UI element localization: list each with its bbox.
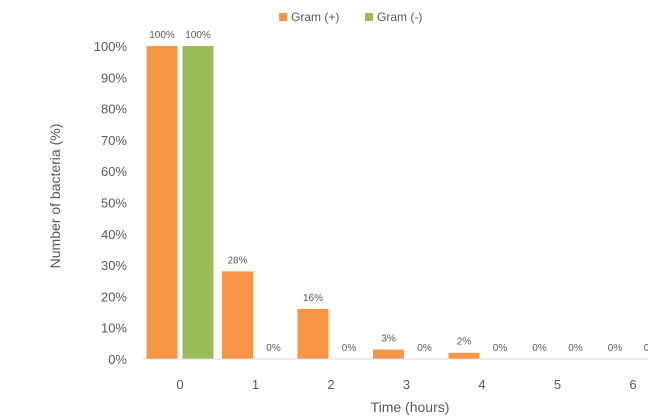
x-tick-label: 1 [252,377,259,392]
data-label-gram-negative: 0% [568,343,583,354]
x-tick-label: 0 [176,377,183,392]
x-tick-label: 2 [327,377,334,392]
data-label-gram-negative: 0% [266,343,281,354]
data-label-gram-positive: 16% [303,293,323,304]
data-label-gram-positive: 28% [227,255,247,266]
bar-gram-positive [373,349,404,359]
data-label-gram-negative: 0% [493,343,508,354]
x-tick-label: 5 [554,377,561,392]
data-label-gram-negative: 0% [342,343,357,354]
x-axis: 0 1 2 3 4 5 6 [176,377,636,392]
y-tick-label: 0% [108,352,127,367]
data-label-gram-negative: 100% [185,30,211,41]
legend-label-gram-positive: Gram (+) [291,10,339,24]
x-tick-label: 4 [478,377,485,392]
bar-gram-positive [222,271,253,359]
bars: 100% 28% 16% 3% 2% 0% 0% 100% 0% 0% 0% 0% 0% 0% [146,30,648,359]
y-tick-label: 90% [101,70,127,85]
y-axis: 0% 10% 20% 30% 40% 50% 60% 70% 80% 90% 100% [94,39,128,367]
data-label-gram-negative: 0% [644,343,648,354]
bar-gram-positive [146,46,178,359]
legend-swatch-gram-positive [279,13,287,21]
y-tick-label: 60% [101,164,127,179]
x-tick-label: 6 [629,377,636,392]
y-tick-label: 30% [101,258,127,273]
y-tick-label: 100% [94,39,128,54]
y-tick-label: 50% [101,196,127,211]
bar-gram-positive [448,352,480,359]
y-tick-label: 20% [101,289,127,304]
data-label-gram-negative: 0% [417,343,432,354]
legend-swatch-gram-negative [365,13,373,21]
bar-gram-negative [182,46,214,359]
data-label-gram-positive: 100% [149,30,175,41]
y-tick-label: 40% [101,227,127,242]
data-label-gram-positive: 2% [457,337,472,348]
data-label-gram-positive: 0% [532,343,547,354]
data-label-gram-positive: 0% [608,343,623,354]
y-tick-label: 70% [101,133,127,148]
x-tick-label: 3 [403,377,410,392]
y-tick-label: 10% [101,321,127,336]
y-tick-label: 80% [101,102,127,117]
legend: Gram (+) Gram (-) [279,10,422,24]
legend-label-gram-negative: Gram (-) [377,10,422,24]
bar-gram-positive [297,308,329,359]
x-axis-title: Time (hours) [371,399,450,415]
y-axis-title: Number of bacteria (%) [47,124,63,269]
data-label-gram-positive: 3% [381,334,396,345]
